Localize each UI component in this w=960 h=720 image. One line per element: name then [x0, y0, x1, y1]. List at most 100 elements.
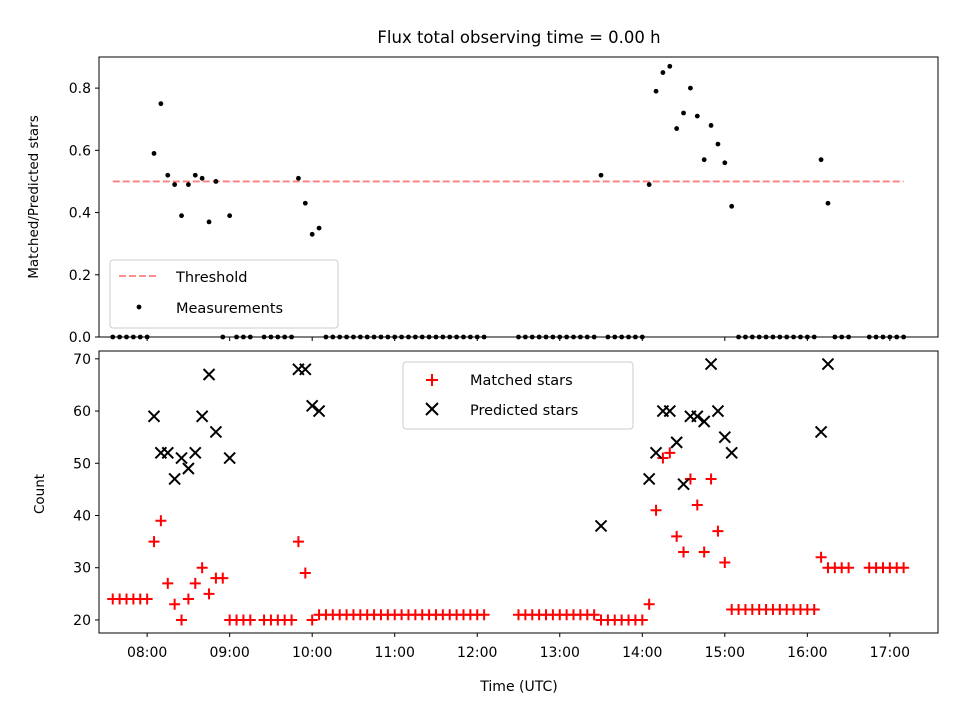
matched-star-point [698, 546, 710, 558]
y-tick-label: 0.6 [69, 143, 91, 159]
predicted-star-point [697, 415, 711, 428]
x-tick-label: 15:00 [705, 645, 745, 661]
matched-star-point [286, 614, 298, 626]
measurement-point [715, 141, 721, 147]
y-tick-label: 60 [73, 404, 91, 420]
top-y-axis: 0.0 0.2 0.4 0.6 0.8 [69, 81, 99, 346]
matched-star-point [691, 499, 703, 511]
top-legend-box [109, 259, 339, 329]
x-tick-label: 10:00 [292, 645, 332, 661]
matched-star-point [141, 593, 153, 605]
matched-star-point [705, 473, 717, 485]
predicted-star-point [704, 357, 718, 371]
bottom-legend-box [402, 361, 634, 430]
predicted-star-point [649, 446, 663, 460]
bottom-x-axis: 08:00 09:00 10:00 11:00 12:00 13:00 14:00 15:00… [127, 633, 910, 661]
measurement-point [165, 172, 171, 178]
legend-measurements-label: Measurements [176, 301, 283, 317]
y-tick-label: 0.2 [69, 268, 91, 284]
predicted-star-point [718, 430, 732, 444]
top-axes-frame [98, 56, 939, 338]
predicted-star-point [195, 410, 209, 423]
measurement-point [302, 200, 308, 206]
x-tick-label: 14:00 [622, 645, 662, 661]
matched-stars-series [107, 447, 910, 626]
top-legend: Threshold Measurements [109, 259, 339, 329]
measurement-point [667, 63, 673, 69]
matched-star-point [843, 562, 855, 574]
predicted-star-point [594, 519, 608, 533]
predicted-stars-series [147, 357, 835, 533]
measurement-point [192, 172, 198, 178]
top-x-ticks [146, 337, 891, 341]
predicted-star-point [168, 472, 181, 486]
matched-star-point [678, 546, 690, 558]
predicted-star-point [663, 404, 677, 418]
predicted-star-point [182, 462, 195, 475]
x-tick-label: 08:00 [127, 645, 167, 661]
matched-star-point [162, 577, 174, 589]
matched-star-point [189, 577, 201, 589]
y-tick-label: 20 [73, 613, 91, 629]
legend-predicted-swatch [425, 402, 439, 416]
matched-star-point [169, 598, 181, 610]
matched-star-point [815, 551, 827, 563]
matched-star-point [719, 557, 731, 568]
measurement-point [199, 175, 205, 181]
predicted-star-point [677, 477, 690, 491]
predicted-star-point [175, 451, 188, 465]
measurement-point [818, 157, 824, 163]
y-tick-label: 50 [73, 456, 91, 472]
y-tick-label: 0.0 [69, 330, 91, 346]
bottom-y-axis-label: Count [32, 474, 48, 514]
x-tick-label: 09:00 [209, 645, 249, 661]
legend-predicted-label: Predicted stars [470, 403, 578, 419]
x-tick-label: 13:00 [540, 645, 580, 661]
matched-star-point [643, 598, 655, 610]
predicted-star-point [189, 446, 202, 460]
matched-star-point [176, 614, 188, 626]
measurement-point [660, 70, 666, 75]
matched-star-point [217, 572, 229, 584]
predicted-star-point [299, 363, 312, 376]
measurement-point [206, 219, 212, 225]
predicted-star-point [670, 436, 683, 449]
top-panel: 0.00.20.40.60.8 Matched/Predicted stars … [26, 56, 939, 346]
bottom-legend: Matched stars Predicted stars [402, 361, 634, 430]
predicted-star-point [147, 410, 161, 423]
matched-star-point [196, 562, 208, 574]
matched-star-point [292, 536, 304, 548]
predicted-star-point [202, 368, 216, 381]
bottom-axes-frame [98, 350, 939, 634]
bottom-y-axis: 20 30 40 50 60 70 [73, 352, 99, 629]
y-tick-label: 70 [73, 352, 91, 368]
matched-star-point [588, 609, 600, 621]
measurement-point [681, 110, 686, 116]
measurement-point [172, 182, 178, 187]
matched-star-point [898, 562, 910, 574]
matched-star-point [808, 604, 820, 615]
legend-measurements-swatch [136, 304, 142, 310]
matched-star-point [657, 452, 669, 464]
matched-star-point [155, 515, 167, 527]
measurement-point [598, 172, 604, 178]
measurement-point [694, 113, 700, 119]
x-tick-label: 16:00 [787, 645, 827, 661]
matched-star-point [182, 593, 194, 605]
legend-matched-swatch [426, 374, 438, 386]
matched-star-point [306, 614, 318, 626]
measurement-point [722, 160, 728, 166]
predicted-star-point [223, 451, 236, 465]
predicted-star-point [161, 446, 174, 460]
x-tick-label: 12:00 [457, 645, 497, 661]
matched-star-point [244, 614, 256, 626]
measurement-point [186, 182, 191, 187]
x-axis-label: Time (UTC) [479, 679, 557, 695]
y-tick-label: 0.4 [69, 206, 91, 222]
x-tick-label: 11:00 [375, 645, 415, 661]
x-tick-label: 17:00 [870, 645, 910, 661]
measurement-point [708, 123, 714, 128]
predicted-star-point [642, 472, 656, 486]
measurement-point [825, 200, 831, 206]
